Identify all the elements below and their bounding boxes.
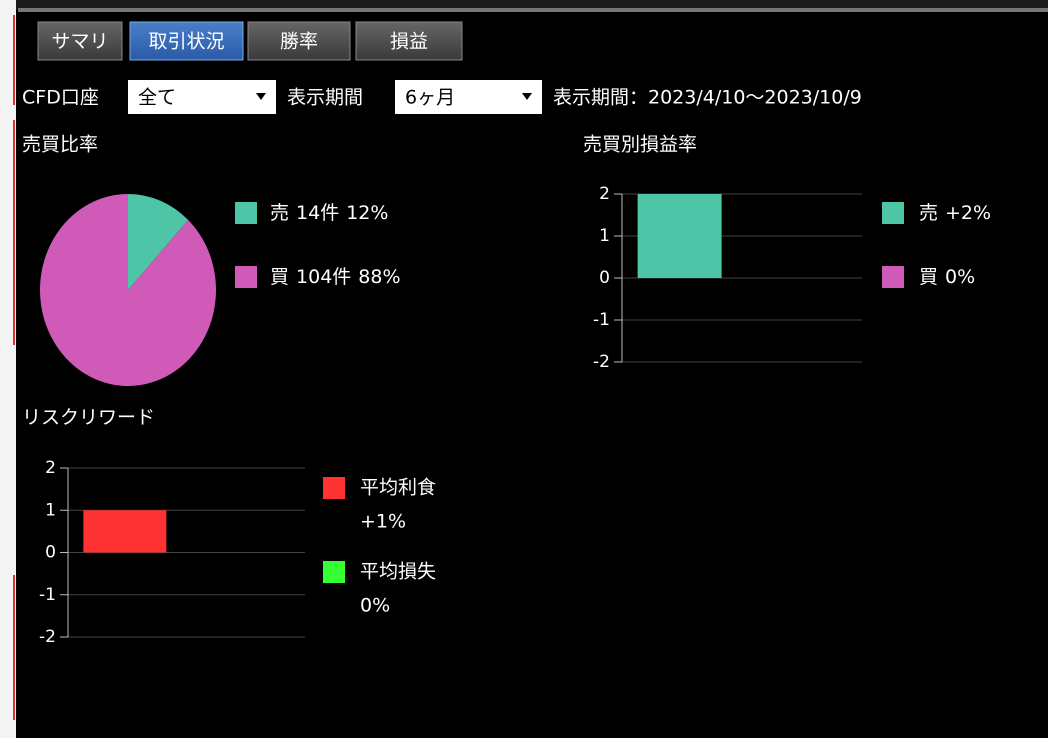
y-tick-label: -1	[593, 310, 610, 330]
legend-swatch	[323, 477, 345, 499]
legend-value: 88%	[358, 266, 400, 288]
y-tick-label: 0	[599, 268, 610, 288]
chart-title: リスクリワード	[22, 407, 155, 429]
pie-slice	[40, 194, 217, 386]
legend-category: 売	[270, 202, 289, 224]
legend-category: 平均損失	[360, 561, 436, 583]
legend-swatch	[235, 266, 257, 288]
toolbar: CFD口座 全て 表示期間 6ヶ月 表示期間：2023/4/10～2023/10…	[22, 80, 862, 114]
y-tick-label: 1	[45, 500, 56, 520]
tab[interactable]	[355, 21, 463, 61]
bar	[83, 510, 167, 553]
legend-label: 売 +2%	[919, 202, 991, 224]
tab-label: 取引状況	[148, 31, 224, 53]
tab-label: 勝率	[280, 31, 318, 53]
pie-slice	[128, 194, 189, 290]
y-tick-label: 2	[599, 184, 610, 204]
tab-label: 損益	[390, 31, 428, 53]
legend-category: 売	[919, 202, 938, 224]
side-strip	[0, 0, 16, 738]
legend-category: 平均利食	[360, 477, 436, 499]
top-border	[18, 8, 1048, 12]
legend-swatch	[323, 561, 345, 583]
account-value: 全て	[138, 87, 176, 109]
period-select[interactable]	[395, 80, 542, 114]
legend-value: 0%	[360, 595, 390, 617]
tab[interactable]	[37, 21, 123, 61]
legend-swatch	[882, 202, 904, 224]
legend-label: 買 104件 88%	[270, 266, 401, 288]
legend-category: 買	[270, 266, 289, 288]
tab-label: サマリ	[51, 31, 108, 53]
legend-value: +1%	[360, 511, 406, 533]
legend-value: 0%	[945, 266, 975, 288]
y-tick-label: -1	[39, 585, 56, 605]
y-tick-label: 1	[599, 226, 610, 246]
legend-count: 104件	[296, 266, 351, 288]
y-tick-label: 0	[45, 543, 56, 563]
top-bar	[0, 0, 1048, 10]
legend-value: +2%	[945, 202, 991, 224]
account-label: CFD口座	[22, 87, 99, 109]
bar	[637, 194, 722, 278]
legend-swatch	[882, 266, 904, 288]
legend-label: 売 14件 12%	[270, 202, 388, 224]
y-tick-label: 2	[45, 458, 56, 478]
chart-title: 売買別損益率	[583, 134, 697, 156]
tab[interactable]	[247, 21, 351, 61]
dropdown-arrow	[256, 93, 266, 100]
legend-category: 買	[919, 266, 938, 288]
period-value: 6ヶ月	[405, 87, 455, 109]
y-tick-label: -2	[593, 352, 610, 372]
period-range: 表示期間：2023/4/10～2023/10/9	[553, 87, 862, 109]
y-tick-label: -2	[39, 627, 56, 647]
legend-count: 14件	[296, 202, 339, 224]
legend-swatch	[235, 202, 257, 224]
dropdown-arrow	[522, 93, 532, 100]
tab[interactable]	[129, 21, 244, 61]
period-label: 表示期間	[287, 87, 363, 109]
legend-label: 買 0%	[919, 266, 975, 288]
chart-title: 売買比率	[22, 134, 98, 156]
legend-value: 12%	[346, 202, 388, 224]
account-select[interactable]	[128, 80, 276, 114]
